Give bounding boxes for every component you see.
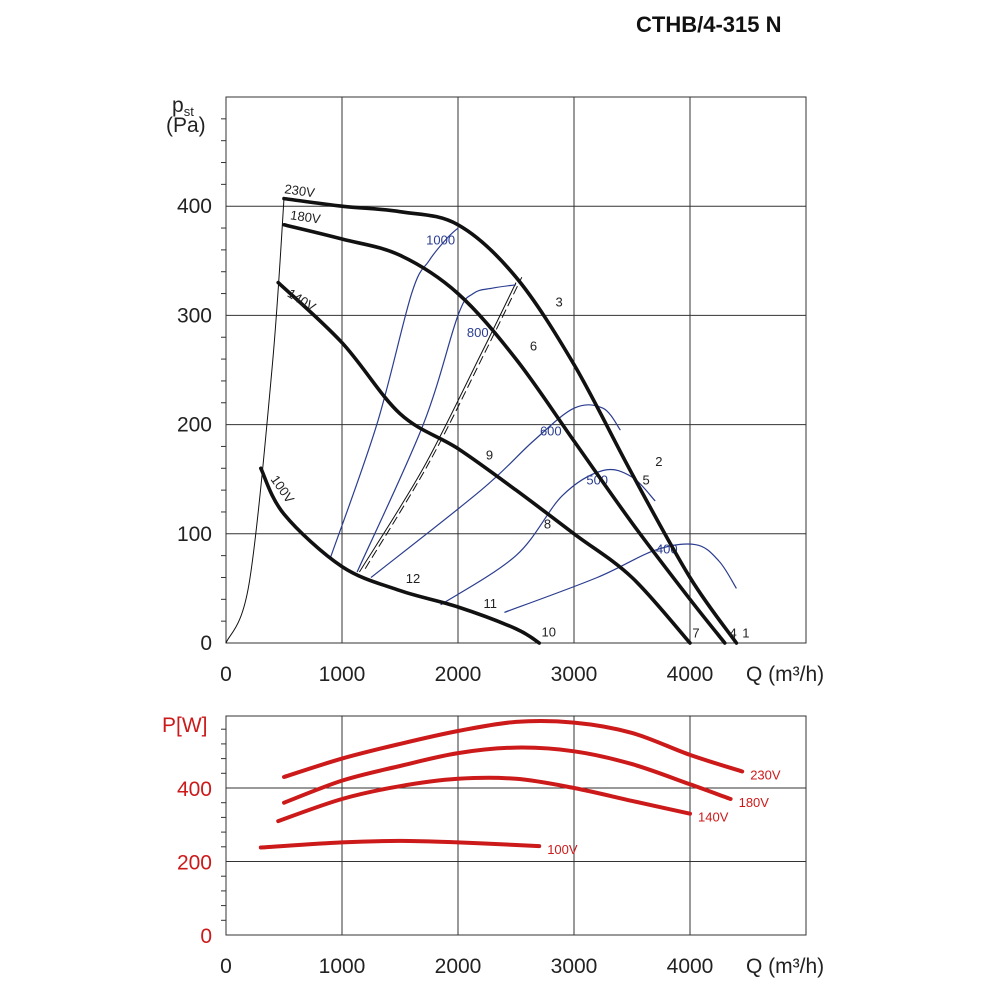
operating-point-label: 12 bbox=[406, 571, 420, 586]
operating-point-label: 2 bbox=[655, 454, 662, 469]
power-x-tick-label: 3000 bbox=[551, 955, 598, 978]
fan-curve-100v bbox=[259, 466, 541, 645]
pressure-x-tick-label: 1000 bbox=[319, 663, 366, 686]
operating-point-label: 9 bbox=[486, 448, 493, 463]
pressure-chart: 0 1000 2000 3000 4000 0 100 200 300 400 pst(Pa) Q (… bbox=[166, 94, 824, 686]
pressure-y-tick-label: 400 bbox=[177, 195, 212, 218]
operating-point-label: 11 bbox=[484, 596, 498, 611]
fan-curve-180v bbox=[282, 223, 727, 645]
fan-curve-label: 180V bbox=[289, 207, 321, 226]
system-curve bbox=[225, 198, 285, 644]
efficiency-curve bbox=[356, 284, 517, 573]
operating-point-label: 8 bbox=[544, 516, 551, 531]
power-curve-230v bbox=[282, 718, 745, 779]
system-curve bbox=[358, 282, 517, 573]
power-y-tick-label: 400 bbox=[177, 778, 212, 801]
fan-curve-label: 230V bbox=[284, 181, 316, 200]
pressure-y-tick-label: 200 bbox=[177, 414, 212, 437]
pressure-y-tick-label: 300 bbox=[177, 304, 212, 327]
efficiency-curve-label: 600 bbox=[540, 424, 562, 439]
power-curve-100v bbox=[258, 838, 542, 850]
efficiency-curve bbox=[440, 468, 656, 606]
power-y-tick-label: 200 bbox=[177, 852, 212, 875]
power-x-tick-label: 2000 bbox=[435, 955, 482, 978]
pressure-y-tick-label: 0 bbox=[200, 632, 212, 655]
fan-curve-140v bbox=[276, 280, 692, 645]
power-curve-label: 140V bbox=[698, 810, 729, 825]
efficiency-curve-label: 1000 bbox=[426, 232, 455, 247]
power-y-axis-label: P[W] bbox=[162, 714, 208, 737]
operating-point-label: 10 bbox=[542, 624, 556, 639]
operating-point-label: 3 bbox=[555, 295, 562, 310]
efficiency-curve bbox=[504, 543, 737, 613]
power-x-tick-label: 0 bbox=[220, 955, 232, 978]
fan-curve-label: 140V bbox=[285, 286, 319, 315]
pressure-x-tick-label: 3000 bbox=[551, 663, 598, 686]
system-curve bbox=[364, 276, 523, 569]
power-y-tick-label: 0 bbox=[200, 925, 212, 948]
operating-point-label: 4 bbox=[729, 626, 736, 641]
power-curve-label: 230V bbox=[750, 767, 781, 782]
efficiency-curve bbox=[329, 227, 459, 558]
operating-point-label: 6 bbox=[530, 338, 537, 353]
fan-curve-label: 100V bbox=[268, 472, 298, 506]
efficiency-curve bbox=[370, 404, 621, 578]
pressure-x-tick-label: 4000 bbox=[667, 663, 714, 686]
operating-point-label: 5 bbox=[642, 473, 649, 488]
power-curve-180v bbox=[282, 745, 733, 805]
efficiency-curve-label: 800 bbox=[467, 325, 489, 340]
pressure-x-tick-label: 2000 bbox=[435, 663, 482, 686]
pressure-y-axis-unit: (Pa) bbox=[166, 114, 206, 137]
pressure-x-axis-label: Q (m³/h) bbox=[746, 663, 824, 686]
pressure-y-axis-label: pst bbox=[172, 94, 194, 119]
pressure-x-tick-label: 0 bbox=[220, 663, 232, 686]
power-x-axis-label: Q (m³/h) bbox=[746, 955, 824, 978]
operating-point-label: 1 bbox=[742, 626, 749, 641]
power-x-tick-label: 1000 bbox=[319, 955, 366, 978]
power-chart: 0 1000 2000 3000 4000 0 200 400 P[W] Q (m³/h) 230V… bbox=[162, 714, 824, 978]
power-x-tick-label: 4000 bbox=[667, 955, 714, 978]
operating-point-label: 7 bbox=[692, 626, 699, 641]
pressure-y-tick-label: 100 bbox=[177, 523, 212, 546]
power-plot-frame bbox=[225, 715, 807, 936]
power-curve-140v bbox=[276, 775, 692, 824]
pressure-plot-frame bbox=[225, 96, 807, 644]
power-curve-label: 180V bbox=[739, 795, 770, 810]
power-curve-label: 100V bbox=[547, 842, 578, 857]
fan-curve-230v bbox=[282, 196, 739, 645]
chart-title: CTHB/4-315 N bbox=[636, 12, 782, 37]
